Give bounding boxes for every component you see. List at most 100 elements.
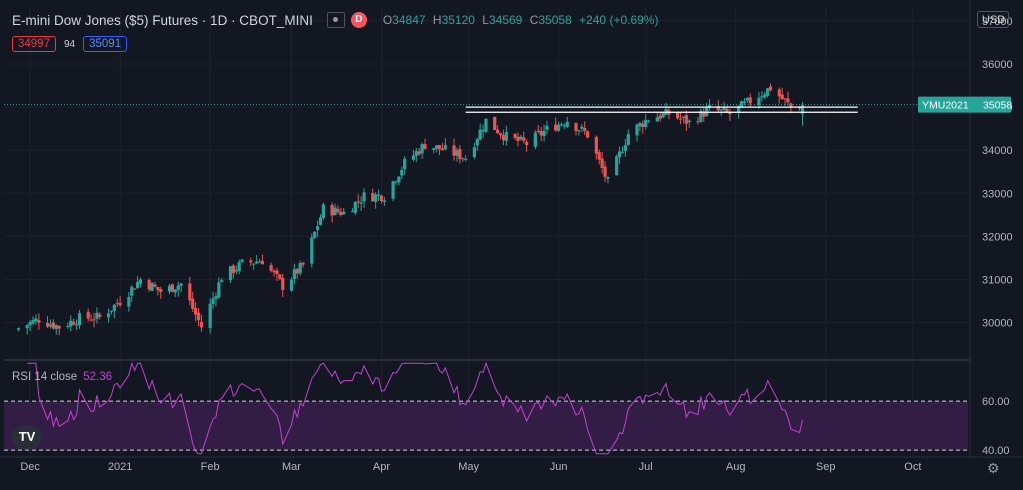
- candle-body: [455, 150, 459, 156]
- currency-selector[interactable]: USD: [977, 11, 1009, 29]
- candle: [382, 196, 386, 206]
- candle-body: [234, 269, 238, 272]
- candle-body: [606, 177, 610, 179]
- candle-body: [556, 124, 561, 131]
- candle: [127, 291, 131, 312]
- candle-body: [800, 104, 805, 114]
- candle-body: [138, 279, 143, 284]
- candle: [562, 123, 566, 130]
- candle: [545, 120, 549, 135]
- candle-body: [562, 125, 566, 127]
- candle-body: [437, 145, 442, 150]
- candle: [237, 259, 241, 275]
- candle: [559, 122, 564, 127]
- candle-body: [603, 166, 607, 177]
- price-tick-label: 36000: [982, 59, 1013, 71]
- time-tick-label: Jun: [550, 461, 568, 473]
- candle-body: [167, 285, 172, 292]
- candle: [135, 275, 140, 290]
- delayed-badge[interactable]: D: [350, 12, 367, 28]
- candle-body: [211, 298, 215, 304]
- candle: [28, 319, 32, 331]
- candle: [292, 263, 296, 285]
- candle-body: [452, 145, 456, 156]
- candle: [159, 286, 163, 299]
- candle: [379, 194, 384, 204]
- candle: [739, 100, 744, 108]
- candle-body: [725, 108, 729, 112]
- candle-body: [57, 325, 61, 329]
- candle: [394, 180, 398, 186]
- candle: [228, 265, 233, 284]
- candle: [269, 262, 273, 273]
- candle-body: [423, 144, 427, 150]
- candle: [525, 139, 529, 152]
- candle-body: [397, 176, 401, 183]
- candle-body: [292, 269, 296, 280]
- price-tick-label: 32000: [982, 231, 1013, 243]
- candle-body: [89, 319, 93, 321]
- candle-body: [719, 109, 723, 111]
- candle: [217, 277, 221, 299]
- candle: [440, 142, 445, 151]
- candle-body: [615, 156, 619, 176]
- candle: [687, 119, 691, 128]
- candle-body: [536, 130, 540, 132]
- symbol-title[interactable]: E-mini Dow Jones ($5) Futures · 1D · CBO…: [12, 12, 313, 28]
- candle: [359, 196, 363, 211]
- candle-body: [321, 204, 325, 219]
- time-tick-label: 2021: [108, 461, 132, 473]
- candle-body: [696, 121, 700, 123]
- candle-body: [658, 115, 662, 119]
- candle: [342, 208, 346, 216]
- candle: [481, 124, 485, 138]
- sell-price-button[interactable]: 34997: [12, 36, 56, 52]
- candle: [112, 304, 116, 319]
- candle-body: [501, 134, 506, 141]
- candle-body: [678, 118, 683, 120]
- candle-body: [51, 322, 55, 329]
- candle-body: [315, 226, 320, 231]
- candle: [95, 307, 99, 324]
- candle: [768, 83, 773, 92]
- candle: [606, 176, 610, 184]
- candle-body: [484, 118, 488, 132]
- candle: [443, 138, 447, 151]
- candle: [191, 292, 195, 312]
- buy-price-button[interactable]: 35091: [83, 36, 128, 52]
- candle: [676, 111, 680, 120]
- candle-body: [339, 211, 343, 215]
- candle-body: [644, 119, 648, 127]
- candle: [461, 157, 465, 162]
- candle: [48, 319, 53, 329]
- candle: [321, 202, 325, 220]
- candle: [766, 88, 770, 98]
- rsi-legend[interactable]: RSI 14 close 52.36: [12, 371, 112, 383]
- candle-body: [655, 117, 659, 122]
- candle: [420, 142, 424, 159]
- candle: [249, 257, 253, 267]
- candle: [289, 277, 294, 292]
- candle-body: [435, 145, 439, 149]
- candle-body: [739, 101, 744, 108]
- candle-body: [440, 148, 445, 151]
- candle: [493, 116, 497, 131]
- candle: [301, 261, 305, 268]
- candle-body: [69, 320, 73, 327]
- candle: [760, 91, 764, 102]
- candle-body: [583, 128, 587, 132]
- candle-body: [159, 289, 163, 293]
- candle: [234, 265, 238, 275]
- settings-gear-icon[interactable]: ⚙: [987, 460, 1000, 476]
- candle: [391, 180, 395, 202]
- visibility-eye-icon[interactable]: [326, 12, 345, 28]
- candle: [313, 231, 317, 239]
- candle: [472, 142, 476, 159]
- candle-body: [92, 319, 96, 321]
- tradingview-logo[interactable]: TV: [12, 425, 42, 449]
- candle-body: [135, 282, 140, 289]
- candle: [34, 314, 38, 325]
- candle: [565, 116, 569, 129]
